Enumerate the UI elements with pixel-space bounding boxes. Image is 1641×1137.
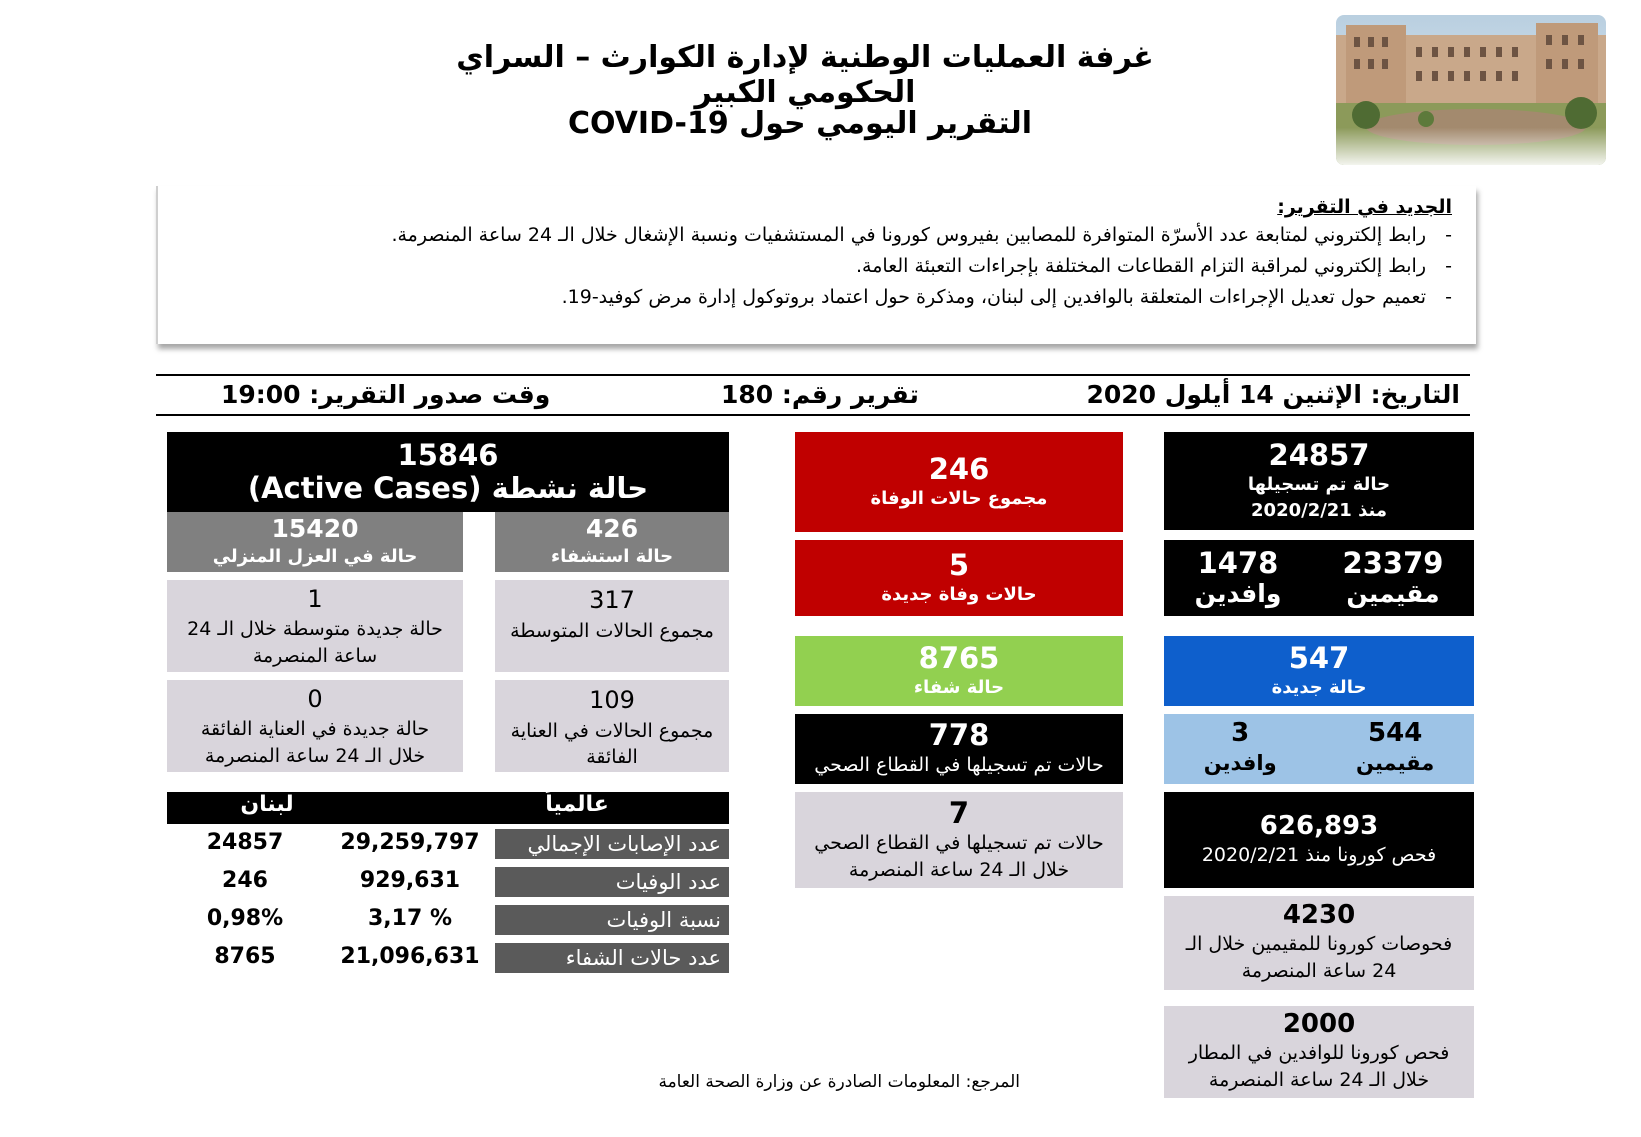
column-global: عالمياً <box>545 792 609 817</box>
news-heading: الجديد في التقرير: <box>1277 196 1452 218</box>
table-row-label: عدد حالات الشفاء <box>495 943 729 973</box>
table-cell-lebanon: 246 <box>222 868 268 893</box>
building-image <box>1336 15 1606 165</box>
residents-stat: 23379 مقيمين <box>1342 545 1444 609</box>
total-tests-box: 626,893 فحص كورونا منذ 2020/2/21 <box>1164 792 1474 888</box>
new-cases-box: 547 حالة جديدة <box>1164 636 1474 706</box>
hospitalized-box: 426 حالة استشفاء <box>495 512 729 572</box>
report-time: وقت صدور التقرير: 19:00 <box>221 380 551 409</box>
table-row-label: عدد الوفيات <box>495 867 729 897</box>
icu-total-box: 109 مجموع الحالات في العناية الفائقة <box>495 680 729 772</box>
new-residents-stat: 544 مقيمين <box>1356 718 1435 776</box>
report-number: تقرير رقم: 180 <box>721 380 919 409</box>
news-box: الجديد في التقرير: -رابط إلكتروني لمتابع… <box>156 186 1476 344</box>
news-item: -رابط إلكتروني لمراقبة التزام القطاعات ا… <box>856 255 1452 277</box>
column-lebanon: لبنان <box>240 792 294 817</box>
report-title: غرفة العمليات الوطنية لإدارة الكوارث – ا… <box>456 40 1154 110</box>
table-cell-global: 29,259,797 <box>340 830 480 855</box>
moderate-total-box: 317 مجموع الحالات المتوسطة <box>495 580 729 672</box>
new-residents-arrivals-box: 544 مقيمين 3 وافدين <box>1164 714 1474 784</box>
table-cell-lebanon: 24857 <box>206 830 284 855</box>
news-item: -رابط إلكتروني لمتابعة عدد الأسرّة المتو… <box>391 224 1452 246</box>
total-registered-box: 24857 حالة تم تسجيلها منذ 2020/2/21 <box>1164 432 1474 530</box>
report-date: التاريخ: الإثنين 14 أيلول 2020 <box>1086 380 1460 409</box>
icu-new-box: 0 حالة جديدة في العناية الفائقة خلال الـ… <box>167 680 463 772</box>
active-cases-box: 15846 حالة نشطة (Active Cases) <box>167 432 729 512</box>
health-sector-box: 778 حالات تم تسجيلها في القطاع الصحي <box>795 714 1123 784</box>
grand-serail-photo <box>1336 15 1606 165</box>
table-cell-lebanon: 8765 <box>214 944 276 969</box>
table-cell-global: 21,096,631 <box>340 944 480 969</box>
new-deaths-box: 5 حالات وفاة جديدة <box>795 540 1123 616</box>
news-item: -تعميم حول تعديل الإجراءات المتعلقة بالو… <box>561 286 1452 308</box>
new-arrivals-stat: 3 وافدين <box>1203 718 1277 776</box>
recovered-box: 8765 حالة شفاء <box>795 636 1123 706</box>
source-note: المرجع: المعلومات الصادرة عن وزارة الصحة… <box>658 1072 1020 1092</box>
table-cell-global: 3,17 % <box>368 906 452 931</box>
arrivals-stat: 1478 وافدين <box>1194 545 1282 609</box>
global-table-header: عالمياً لبنان <box>167 792 729 824</box>
moderate-new-box: 1 حالة جديدة متوسطة خلال الـ 24 ساعة الم… <box>167 580 463 672</box>
health-sector-new-box: 7 حالات تم تسجيلها في القطاع الصحي خلال … <box>795 792 1123 888</box>
home-isolation-box: 15420 حالة في العزل المنزلي <box>167 512 463 572</box>
resident-tests-box: 4230 فحوصات كورونا للمقيمين خلال الـ 24 … <box>1164 896 1474 990</box>
table-row-label: نسبة الوفيات <box>495 905 729 935</box>
airport-tests-box: 2000 فحص كورونا للوافدين في المطار خلال … <box>1164 1006 1474 1098</box>
total-deaths-box: 246 مجموع حالات الوفاة <box>795 432 1123 532</box>
table-row-label: عدد الإصابات الإجمالي <box>495 829 729 859</box>
report-meta-bar: التاريخ: الإثنين 14 أيلول 2020 تقرير رقم… <box>156 374 1470 416</box>
report-subtitle: التقرير اليومي حول COVID-19 <box>567 106 1033 141</box>
table-cell-global: 929,631 <box>359 868 461 893</box>
residents-arrivals-box: 23379 مقيمين 1478 وافدين <box>1164 540 1474 616</box>
table-cell-lebanon: 0,98% <box>206 906 284 931</box>
